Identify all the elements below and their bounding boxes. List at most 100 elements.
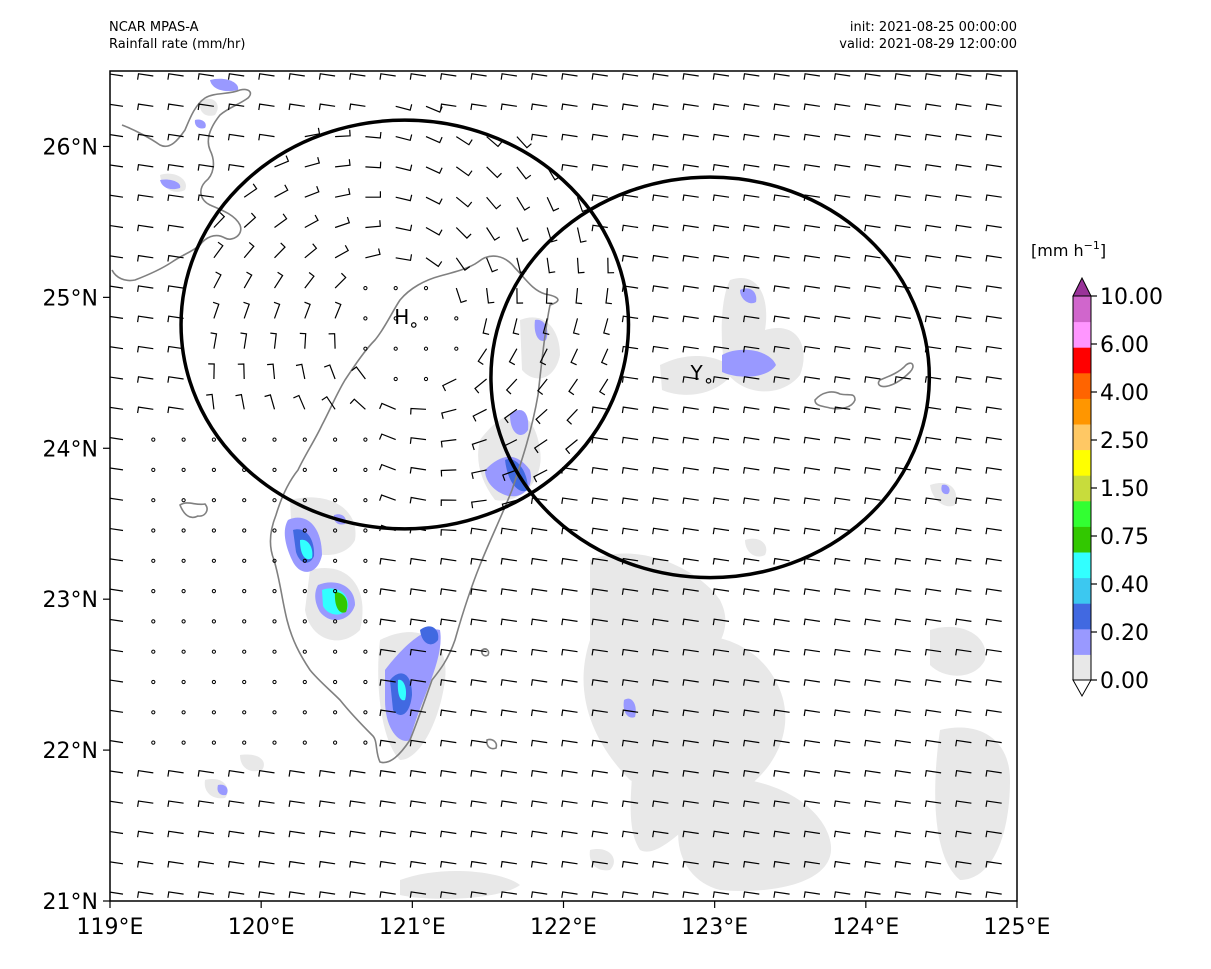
wind-barb — [267, 363, 276, 380]
wind-barb — [985, 739, 1002, 747]
wind-barb — [110, 467, 124, 471]
wind-barb — [167, 376, 184, 383]
wind-barb — [621, 527, 639, 535]
calm-wind-marker — [211, 740, 216, 745]
wind-barb — [605, 288, 612, 305]
wind-barb — [985, 618, 1002, 626]
wind-barb — [864, 770, 881, 777]
wind-barb — [894, 679, 911, 686]
wind-barb — [773, 194, 790, 201]
wind-barb — [924, 830, 942, 838]
wind-barb — [712, 376, 730, 383]
wind-barb — [299, 332, 307, 349]
wind-barb — [833, 376, 851, 383]
wind-barb — [924, 436, 942, 444]
wind-barb — [273, 301, 281, 319]
wind-barb — [833, 345, 851, 353]
wind-barb — [985, 557, 1002, 565]
calm-wind-marker — [302, 467, 307, 472]
wind-barb — [743, 315, 760, 323]
wind-barb — [955, 133, 972, 141]
wind-barb — [743, 709, 760, 717]
wind-barb — [379, 739, 396, 747]
wind-barb — [652, 254, 669, 262]
wind-barb — [530, 527, 548, 535]
wind-barb — [167, 830, 184, 838]
calm-wind-marker — [272, 710, 277, 715]
wind-barb — [264, 394, 276, 410]
wind-barb — [652, 345, 669, 353]
wind-barb — [137, 800, 154, 807]
calm-wind-marker — [211, 619, 216, 624]
wind-barb — [682, 648, 699, 656]
wind-barb — [833, 557, 851, 565]
wind-barb — [894, 194, 911, 201]
wind-barb — [274, 213, 288, 228]
wind-barb — [712, 557, 730, 565]
wind-barb — [110, 103, 124, 107]
wind-barb — [621, 254, 639, 262]
calm-wind-marker — [151, 498, 156, 503]
wind-barb — [395, 134, 413, 142]
wind-barb — [568, 378, 578, 396]
calm-wind-marker — [181, 589, 186, 594]
miyako-coastline — [877, 362, 914, 388]
wind-barb — [561, 103, 578, 111]
wind-barb — [591, 73, 608, 80]
wind-barb — [743, 497, 760, 504]
wind-barb — [470, 527, 487, 535]
calm-wind-marker — [272, 498, 277, 503]
wind-barb — [985, 345, 1002, 353]
calm-wind-marker — [423, 286, 429, 291]
wind-barb — [379, 679, 396, 686]
wind-barb — [304, 301, 311, 319]
wind-barb — [167, 800, 184, 807]
wind-barb — [955, 194, 972, 201]
wind-barb — [137, 315, 154, 323]
wind-barb — [621, 860, 639, 868]
wind-barb — [833, 830, 851, 838]
wind-barb — [591, 679, 608, 686]
wind-barb — [773, 103, 790, 111]
wind-barb — [833, 133, 851, 141]
calm-wind-marker — [272, 589, 277, 594]
wind-barb — [924, 709, 942, 717]
wind-barb — [864, 467, 881, 474]
wind-barb — [894, 891, 911, 898]
wind-barb — [803, 497, 820, 504]
wind-barb — [137, 133, 154, 141]
wind-barb — [955, 224, 972, 232]
lon-tick-label: 121°E — [379, 915, 446, 940]
wind-barb — [833, 224, 851, 232]
wind-barb — [712, 739, 730, 747]
calm-wind-marker — [393, 376, 398, 382]
colorbar-segment — [1073, 603, 1091, 630]
wind-barb — [773, 133, 790, 141]
wind-barb — [894, 73, 911, 80]
wind-barb — [894, 406, 911, 414]
wind-barb — [598, 378, 609, 396]
wind-barb — [425, 257, 443, 268]
wind-barb — [425, 136, 443, 144]
wind-barb — [395, 164, 413, 172]
calm-wind-marker — [333, 649, 338, 654]
wind-barb — [652, 618, 669, 626]
wind-barb — [894, 860, 911, 868]
wind-barb — [621, 709, 639, 717]
calm-wind-marker — [302, 619, 307, 624]
wind-barb — [773, 467, 790, 474]
calm-wind-marker — [272, 437, 277, 442]
calm-wind-marker — [181, 467, 186, 472]
wind-barb — [894, 376, 911, 383]
wind-barb — [864, 406, 881, 414]
wind-barb — [440, 709, 457, 717]
wind-barb — [137, 376, 154, 383]
wind-barb — [137, 285, 154, 292]
wind-barb — [924, 679, 942, 686]
wind-barb — [318, 860, 336, 868]
wind-barb — [924, 770, 942, 777]
lat-tick-label: 23°N — [43, 588, 98, 613]
wind-barb — [471, 439, 487, 451]
wind-barb — [621, 770, 639, 777]
wind-barb — [110, 376, 124, 380]
